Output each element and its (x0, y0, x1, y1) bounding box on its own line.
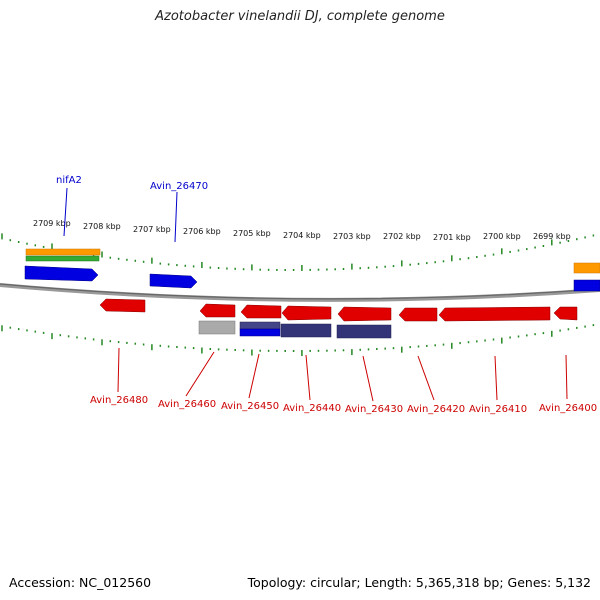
avin-26450-cds-arrow[interactable] (240, 304, 282, 319)
avin-26450-blue-feature[interactable] (239, 328, 281, 337)
scale-label: 2706 kbp (183, 227, 221, 236)
avin-26440-navy-feature[interactable] (280, 323, 332, 338)
right-edge-gene-bar[interactable] (573, 262, 600, 274)
gene-label-avin-26450[interactable]: Avin_26450 (221, 401, 279, 412)
scale-label: 2699 kbp (533, 232, 571, 241)
scale-label: 2702 kbp (383, 232, 421, 241)
avin-26410-cds-arrow[interactable] (438, 306, 551, 322)
gene-label-avin-26440[interactable]: Avin_26440 (283, 403, 341, 414)
avin-26460-leader (185, 351, 215, 397)
nifA2-leader (63, 187, 68, 237)
avin-26470-leader (174, 191, 178, 243)
scale-label: 2701 kbp (433, 233, 471, 242)
avin-26440-cds-arrow[interactable] (281, 305, 332, 321)
gene-label-avin-26460[interactable]: Avin_26460 (158, 399, 216, 410)
gene-label-avin-26410[interactable]: Avin_26410 (469, 404, 527, 415)
genome-backbone-highlight (0, 283, 600, 300)
nifA2-cds-arrow[interactable] (24, 265, 99, 282)
gene-label-nifA2[interactable]: nifA2 (56, 175, 82, 186)
avin-26410-leader (494, 355, 498, 401)
avin-26450-leader (248, 353, 260, 399)
avin-26430-cds-arrow[interactable] (337, 306, 392, 322)
forward-strand-features (24, 248, 600, 292)
genome-backbone (0, 283, 600, 302)
scale-ticks-bottom (1, 324, 595, 356)
avin-26470-cds-arrow[interactable] (149, 273, 198, 289)
scale-label: 2709 kbp (33, 219, 71, 228)
reverse-strand-features (99, 298, 578, 339)
right-edge-cds[interactable] (573, 279, 600, 292)
avin-26420-cds-arrow[interactable] (398, 307, 438, 322)
scale-label: 2705 kbp (233, 229, 271, 238)
scale-labels: 2709 kbp 2708 kbp 2707 kbp 2706 kbp 2705… (33, 219, 571, 242)
gene-label-avin-26470[interactable]: Avin_26470 (150, 181, 208, 192)
gene-label-avin-26400[interactable]: Avin_26400 (539, 403, 597, 414)
avin-26430-leader (362, 355, 374, 402)
gene-label-avin-26430[interactable]: Avin_26430 (345, 404, 403, 415)
scale-label: 2703 kbp (333, 232, 371, 241)
scale-label: 2704 kbp (283, 231, 321, 240)
avin-26460-grey-feature[interactable] (198, 320, 236, 335)
scale-label: 2707 kbp (133, 225, 171, 234)
accession-text: Accession: NC_012560 (9, 575, 152, 590)
avin-26480-cds-arrow[interactable] (99, 298, 146, 313)
avin-26480-leader (117, 347, 120, 393)
nifA2-green-bar[interactable] (25, 255, 100, 262)
gene-labels: nifA2 Avin_26470 Avin_26480 Avin_26460 A… (56, 175, 597, 415)
gene-label-avin-26480[interactable]: Avin_26480 (90, 395, 148, 406)
nifA2-gene-bar[interactable] (25, 248, 101, 256)
avin-26460-cds-arrow[interactable] (199, 303, 236, 318)
avin-26400-leader (565, 354, 568, 400)
label-leader-lines (63, 187, 568, 402)
avin-26400-cds-arrow[interactable] (553, 306, 578, 321)
avin-26450-navy-feature[interactable] (239, 321, 281, 330)
avin-26440-leader (305, 354, 311, 401)
avin-26420-leader (417, 355, 435, 401)
gene-label-avin-26420[interactable]: Avin_26420 (407, 404, 465, 415)
scale-label: 2708 kbp (83, 222, 121, 231)
genome-summary-text: Topology: circular; Length: 5,365,318 bp… (247, 575, 591, 590)
scale-label: 2700 kbp (483, 232, 521, 241)
avin-26430-navy-feature[interactable] (336, 324, 392, 339)
genome-title: Azotobacter vinelandii DJ, complete geno… (155, 9, 445, 24)
